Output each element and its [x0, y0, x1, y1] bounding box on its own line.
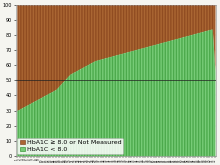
Legend: HbA1C ≥ 8.0 or Not Measured, HbA1C < 8.0: HbA1C ≥ 8.0 or Not Measured, HbA1C < 8.0: [18, 138, 123, 154]
